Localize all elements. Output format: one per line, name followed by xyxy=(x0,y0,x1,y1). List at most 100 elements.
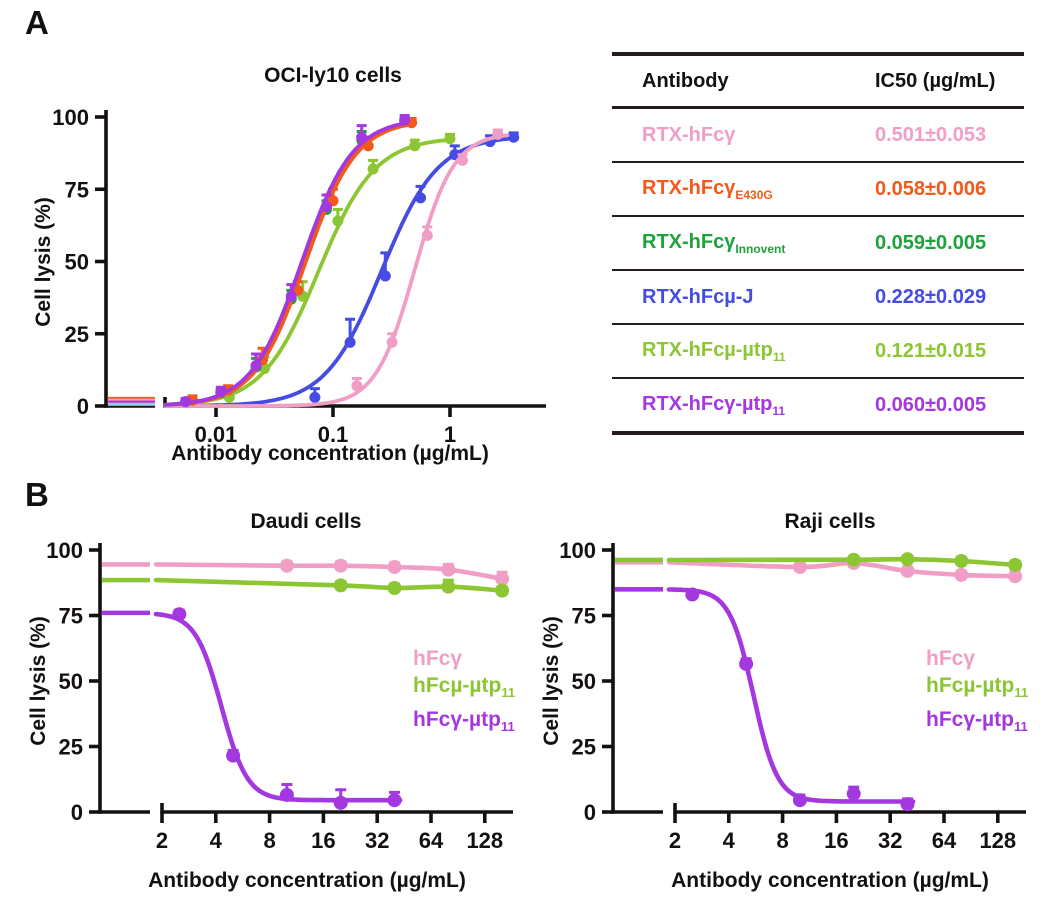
data-point xyxy=(387,793,402,808)
svg-text:2: 2 xyxy=(156,828,168,853)
data-point xyxy=(792,793,807,808)
data-point xyxy=(386,336,398,348)
svg-text:16: 16 xyxy=(824,828,848,853)
data-point xyxy=(846,786,861,801)
data-point xyxy=(685,587,700,602)
data-point xyxy=(367,163,379,175)
series-hFcγ-µtp11 xyxy=(615,587,916,812)
data-point xyxy=(259,362,271,374)
data-point xyxy=(215,386,227,398)
chart-a-xaxis-label: Antibody concentration (µg/mL) xyxy=(171,442,489,465)
chart-daudi-xaxis-label: Antibody concentration (µg/mL) xyxy=(148,869,466,892)
data-point xyxy=(399,114,411,126)
table-row: RTX-hFcµ-µtp11 0.121±0.015 xyxy=(612,324,1024,378)
series-hFcµ-µtp11 xyxy=(615,552,1023,572)
data-point xyxy=(332,215,344,227)
data-point xyxy=(250,360,262,372)
daudi-legend: hFcγ hFcµ-µtp11 hFcγ-µtp11 xyxy=(413,645,515,740)
svg-text:64: 64 xyxy=(932,828,957,853)
svg-text:4: 4 xyxy=(723,828,736,853)
legend-item: hFcµ-µtp11 xyxy=(413,674,516,701)
data-point xyxy=(172,607,187,622)
antibody-name: RTX-hFcµ-µtp11 xyxy=(642,338,786,364)
data-point xyxy=(180,396,192,408)
data-point xyxy=(321,201,333,213)
series-curve xyxy=(666,556,1018,568)
data-point xyxy=(279,558,294,573)
chart-raji-xaxis-label: Antibody concentration (µg/mL) xyxy=(671,869,989,892)
legend-item: hFcγ xyxy=(413,647,463,670)
svg-text:8: 8 xyxy=(776,828,788,853)
svg-text:4: 4 xyxy=(210,828,223,853)
ic50-value: 0.058±0.006 xyxy=(875,177,987,200)
legend-item: hFcµ-µtp11 xyxy=(926,674,1029,701)
ic50-value: 0.121±0.015 xyxy=(875,339,987,362)
data-point xyxy=(351,380,363,392)
data-point xyxy=(387,560,402,575)
data-point xyxy=(792,560,807,575)
table-row: RTX-hFcγ-µtp11 0.060±0.005 xyxy=(612,378,1024,433)
series-curve xyxy=(153,577,505,593)
svg-text:0: 0 xyxy=(584,800,596,825)
panel-b-label: B xyxy=(25,476,49,513)
svg-text:1: 1 xyxy=(444,422,456,447)
ic50-value: 0.228±0.029 xyxy=(875,285,987,308)
data-point xyxy=(495,583,510,598)
antibody-name: RTX-hFcγInnovent xyxy=(642,230,786,256)
data-point xyxy=(900,552,915,567)
data-point xyxy=(846,552,861,567)
svg-text:75: 75 xyxy=(59,604,83,629)
svg-text:25: 25 xyxy=(572,735,596,760)
data-point xyxy=(444,133,456,145)
data-point xyxy=(362,140,374,152)
data-point xyxy=(387,580,402,595)
data-point xyxy=(333,558,348,573)
svg-text:25: 25 xyxy=(65,322,89,347)
svg-text:128: 128 xyxy=(466,828,503,853)
table-row: RTX-hFcγ 0.501±0.053 xyxy=(612,108,1024,162)
svg-text:50: 50 xyxy=(59,669,83,694)
panel-a-label: A xyxy=(25,4,49,41)
data-point xyxy=(356,131,368,143)
series-hFcγ xyxy=(102,558,510,586)
data-point xyxy=(226,748,241,763)
raji-legend: hFcγ hFcµ-µtp11 hFcγ-µtp11 xyxy=(926,645,1028,740)
data-point xyxy=(900,797,915,812)
data-point xyxy=(344,336,356,348)
data-point xyxy=(1008,569,1023,584)
data-point xyxy=(954,567,969,582)
svg-text:100: 100 xyxy=(46,538,83,563)
data-point xyxy=(285,290,297,302)
legend-item: hFcγ-µtp11 xyxy=(413,708,515,735)
data-point xyxy=(441,562,456,577)
data-point xyxy=(279,787,294,802)
table-header-row: Antibody IC50 (µg/mL) xyxy=(612,54,1024,108)
data-point xyxy=(309,391,321,403)
data-point xyxy=(449,149,461,161)
svg-text:8: 8 xyxy=(263,828,275,853)
chart-daudi-title: Daudi cells xyxy=(250,510,362,533)
data-point xyxy=(495,571,510,586)
series-curve xyxy=(163,137,455,407)
antibody-name: RTX-hFcγ-µtp11 xyxy=(642,392,786,418)
ic50-value: 0.059±0.005 xyxy=(875,231,987,254)
chart-raji-title: Raji cells xyxy=(784,510,876,533)
svg-text:0.01: 0.01 xyxy=(195,422,238,447)
series-hFcγ-µtp11 xyxy=(102,607,403,810)
ic50-value: 0.060±0.005 xyxy=(875,393,987,416)
series-curve xyxy=(666,587,916,804)
svg-text:32: 32 xyxy=(878,828,902,853)
chart-A: 0 25 50 75 100 0.01 0.1 1 xyxy=(52,105,546,447)
svg-text:25: 25 xyxy=(59,735,83,760)
legend-item: hFcγ-µtp11 xyxy=(926,708,1028,735)
data-point xyxy=(421,229,433,241)
svg-text:0: 0 xyxy=(71,800,83,825)
table-header-antibody: Antibody xyxy=(642,69,729,92)
table-row: RTX-hFcµ-J 0.228±0.029 xyxy=(612,270,1024,324)
svg-text:0: 0 xyxy=(77,394,89,419)
antibody-name: RTX-hFcµ-J xyxy=(642,285,754,308)
data-point xyxy=(379,270,391,282)
series-curve xyxy=(153,611,403,803)
svg-text:100: 100 xyxy=(52,105,89,130)
data-point xyxy=(415,192,427,204)
